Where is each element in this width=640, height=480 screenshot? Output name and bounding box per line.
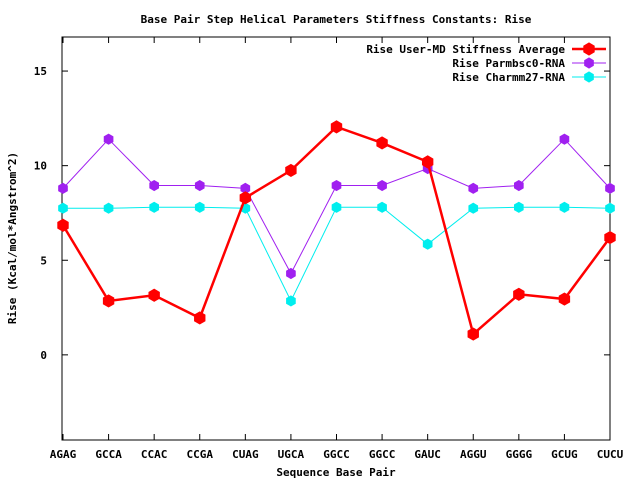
data-point <box>330 120 343 134</box>
legend-swatch-marker <box>583 42 595 56</box>
data-point <box>286 295 296 307</box>
data-point <box>58 202 68 214</box>
data-point <box>57 218 69 232</box>
x-tick-label: GGCC <box>369 448 396 461</box>
series-line <box>61 125 612 337</box>
x-tick-label: GGGG <box>506 448 533 461</box>
y-axis: 0 5 10 15 <box>34 65 610 362</box>
data-point <box>377 179 387 192</box>
legend-swatch-marker <box>584 57 594 69</box>
data-point <box>331 201 342 213</box>
x-tick-label: GAUC <box>414 448 441 461</box>
data-point <box>467 327 479 341</box>
y-tick-label: 10 <box>34 160 47 173</box>
legend-label: Rise Charmm27-RNA <box>452 71 565 84</box>
data-point <box>286 267 296 280</box>
legend-label: Rise User-MD Stiffness Average <box>366 43 565 56</box>
data-point <box>377 201 387 213</box>
data-point <box>513 287 525 301</box>
data-point <box>604 230 616 245</box>
x-tick-label: CUCU <box>597 448 624 461</box>
series-1 <box>57 120 616 341</box>
series-line <box>63 206 611 303</box>
x-tick-label: GGCC <box>323 448 350 461</box>
data-point <box>239 191 252 205</box>
x-tick-label: UGCA <box>278 448 305 461</box>
data-point <box>605 182 615 194</box>
y-tick-label: 0 <box>40 349 47 362</box>
data-point <box>559 133 570 145</box>
data-point <box>194 179 205 192</box>
plot-series <box>57 120 616 341</box>
data-point <box>559 201 570 213</box>
x-tick-label: CUAG <box>232 448 259 461</box>
legend-label: Rise Parmbsc0-RNA <box>452 57 565 70</box>
data-point <box>58 182 68 194</box>
data-point <box>103 202 114 214</box>
x-axis-label: Sequence Base Pair <box>276 466 396 479</box>
data-point <box>605 202 615 214</box>
plot-frame <box>61 36 611 441</box>
data-point <box>514 201 524 213</box>
data-point <box>103 133 114 145</box>
x-tick-label: CCGA <box>187 448 214 461</box>
x-axis: AGAG GCCA CCAC CCGA CUAG UGCA GGCC GGCC GAUC AGGU… <box>50 37 624 461</box>
x-tick-label: AGGU <box>460 448 487 461</box>
data-point <box>468 202 479 214</box>
data-point <box>194 201 205 213</box>
data-point <box>468 182 479 194</box>
data-point <box>422 238 433 250</box>
y-tick-label: 5 <box>40 254 47 267</box>
data-point <box>376 136 388 150</box>
data-point <box>194 311 206 325</box>
y-tick-label: 15 <box>34 65 47 78</box>
data-point <box>102 294 115 308</box>
series-3 <box>58 201 615 307</box>
x-tick-label: CCAC <box>141 448 168 461</box>
data-point <box>149 179 159 192</box>
data-point <box>148 288 160 302</box>
series-2 <box>58 133 615 280</box>
data-point <box>558 292 571 306</box>
data-point <box>514 179 524 192</box>
data-point <box>421 155 434 169</box>
data-point <box>149 201 159 213</box>
x-tick-label: AGAG <box>50 448 77 461</box>
x-tick-label: GCUG <box>551 448 578 461</box>
data-point <box>331 179 342 192</box>
chart-title: Base Pair Step Helical Parameters Stiffn… <box>141 13 532 26</box>
y-axis-label: Rise (Kcal/mol*Angstrom^2) <box>6 152 19 324</box>
data-point <box>285 163 297 177</box>
x-tick-label: GCCA <box>95 448 122 461</box>
legend-swatch-marker <box>584 71 594 83</box>
